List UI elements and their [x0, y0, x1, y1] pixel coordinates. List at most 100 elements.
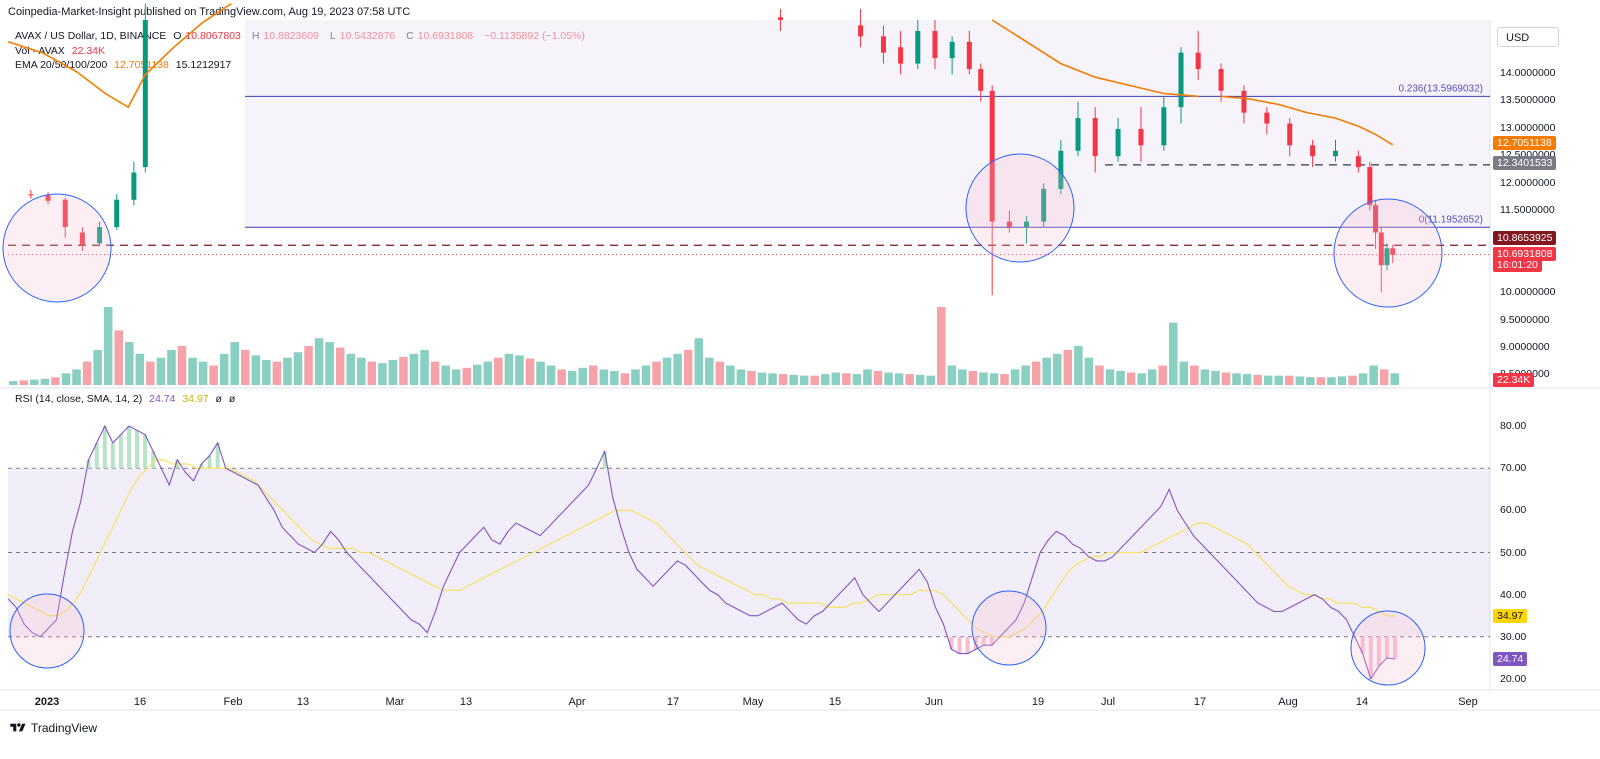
highlight-circle: [2, 193, 112, 303]
rsi-tick-label: 20.00: [1500, 672, 1527, 685]
volume-bar: [546, 365, 556, 385]
volume-bar: [1369, 365, 1378, 385]
candle-body: [1378, 232, 1384, 266]
candle-body: [28, 194, 34, 196]
ohlc-open: O 10.8067803: [173, 30, 241, 42]
volume-pane: [9, 307, 1399, 385]
candle-body: [79, 232, 85, 245]
volume-bar: [40, 378, 50, 385]
volume-bar: [821, 374, 830, 385]
candle-body: [1138, 128, 1144, 146]
fib-band-upper: [245, 20, 1490, 97]
candle-body: [1310, 145, 1316, 157]
volume-bar: [1358, 373, 1368, 385]
rsi-highlight-circle: [971, 590, 1047, 666]
volume-bar: [926, 375, 935, 385]
time-axis-label: Jul: [1101, 696, 1115, 708]
volume-bar: [1000, 374, 1009, 385]
rsi-ma-value: 34.97: [182, 393, 209, 405]
candle-body: [1006, 221, 1012, 228]
highlight-circle: [965, 153, 1075, 263]
volume-bar: [968, 370, 978, 385]
volume-bar: [82, 361, 92, 385]
volume-bar: [30, 379, 39, 385]
volume-bar: [462, 367, 471, 385]
volume-bar: [683, 349, 693, 385]
volume-bar: [1042, 357, 1051, 385]
candle-body: [966, 41, 972, 70]
candle-body: [45, 195, 51, 201]
ema-label[interactable]: EMA 20/50/100/200: [15, 59, 108, 71]
price-tick-label: 10.0000000: [1500, 286, 1556, 298]
candle-body: [858, 25, 864, 37]
price-tick-label: 9.0000000: [1500, 341, 1550, 353]
time-axis-label: Jun: [925, 696, 943, 708]
time-axis-label: 13: [460, 696, 472, 708]
volume-bar: [1179, 361, 1189, 385]
currency-selector[interactable]: USD: [1497, 27, 1559, 47]
rsi-value-4: ø: [228, 393, 236, 405]
candle-body: [131, 172, 137, 200]
rsi-tick-label: 80.00: [1500, 420, 1527, 433]
volume-bar: [135, 353, 145, 385]
volume-bar: [1274, 375, 1283, 385]
highlight-circle: [1333, 198, 1443, 308]
volume-bar: [1211, 370, 1220, 385]
volume-bar: [473, 364, 482, 385]
rsi-value: 24.74: [149, 393, 176, 405]
volume-bar: [1327, 377, 1336, 385]
price-tick-label: 13.5000000: [1500, 94, 1556, 106]
volume-bar: [451, 369, 461, 385]
volume-bar: [641, 365, 651, 385]
volume-bar: [9, 381, 18, 385]
volume-bar: [146, 361, 155, 385]
candle-body: [1384, 248, 1390, 266]
rsi-pane: [0, 424, 1600, 691]
price-tick-label: 9.5000000: [1500, 314, 1550, 326]
volume-bar: [863, 369, 872, 385]
candle-body: [1058, 150, 1064, 189]
volume-bar: [1105, 369, 1115, 385]
volume-bar: [536, 361, 545, 385]
rsi-label[interactable]: RSI (14, close, SMA, 14, 2): [15, 393, 143, 405]
volume-bar: [251, 355, 261, 385]
tradingview-brand[interactable]: TradingView: [10, 721, 97, 735]
candle-body: [1373, 205, 1379, 233]
candle-body: [989, 90, 995, 222]
volume-bar: [357, 357, 366, 385]
candle-body: [978, 69, 984, 91]
volume-bar: [915, 374, 925, 385]
volume-bar: [768, 373, 777, 385]
volume-bar: [125, 342, 134, 385]
volume-bar: [947, 365, 957, 385]
tradingview-logo-icon: [10, 723, 26, 732]
volume-bar: [1137, 373, 1146, 385]
rsi-line: [7, 424, 1396, 681]
volume-bar: [1337, 376, 1347, 385]
volume-bar: [198, 361, 208, 385]
price-tag: 22.34K: [1493, 373, 1535, 387]
price-tag: 16:01:20: [1493, 258, 1542, 272]
volume-bar: [293, 352, 303, 385]
volume-bar: [894, 373, 904, 385]
volume-bar: [230, 342, 239, 385]
price-tag: 10.8653925: [1493, 231, 1557, 245]
volume-bar: [241, 349, 250, 385]
volume-bar: [441, 365, 450, 385]
volume-bar: [262, 360, 271, 385]
volume-bar: [1295, 376, 1305, 385]
volume-bar: [1306, 377, 1315, 385]
volume-bar: [1242, 374, 1252, 385]
volume-bar: [272, 361, 282, 385]
symbol-title[interactable]: AVAX / US Dollar, 1D, BINANCE: [15, 30, 167, 42]
time-axis-label: Sep: [1458, 696, 1478, 708]
volume-bar: [1116, 370, 1125, 385]
volume-bar: [346, 353, 355, 385]
volume-bar: [989, 373, 999, 385]
brand-name: TradingView: [31, 721, 98, 735]
volume-bar: [304, 346, 313, 385]
price-tag: 12.7051138: [1493, 136, 1556, 150]
candle-body: [1195, 52, 1201, 70]
ema-value-1: 12.7051138: [114, 59, 169, 71]
